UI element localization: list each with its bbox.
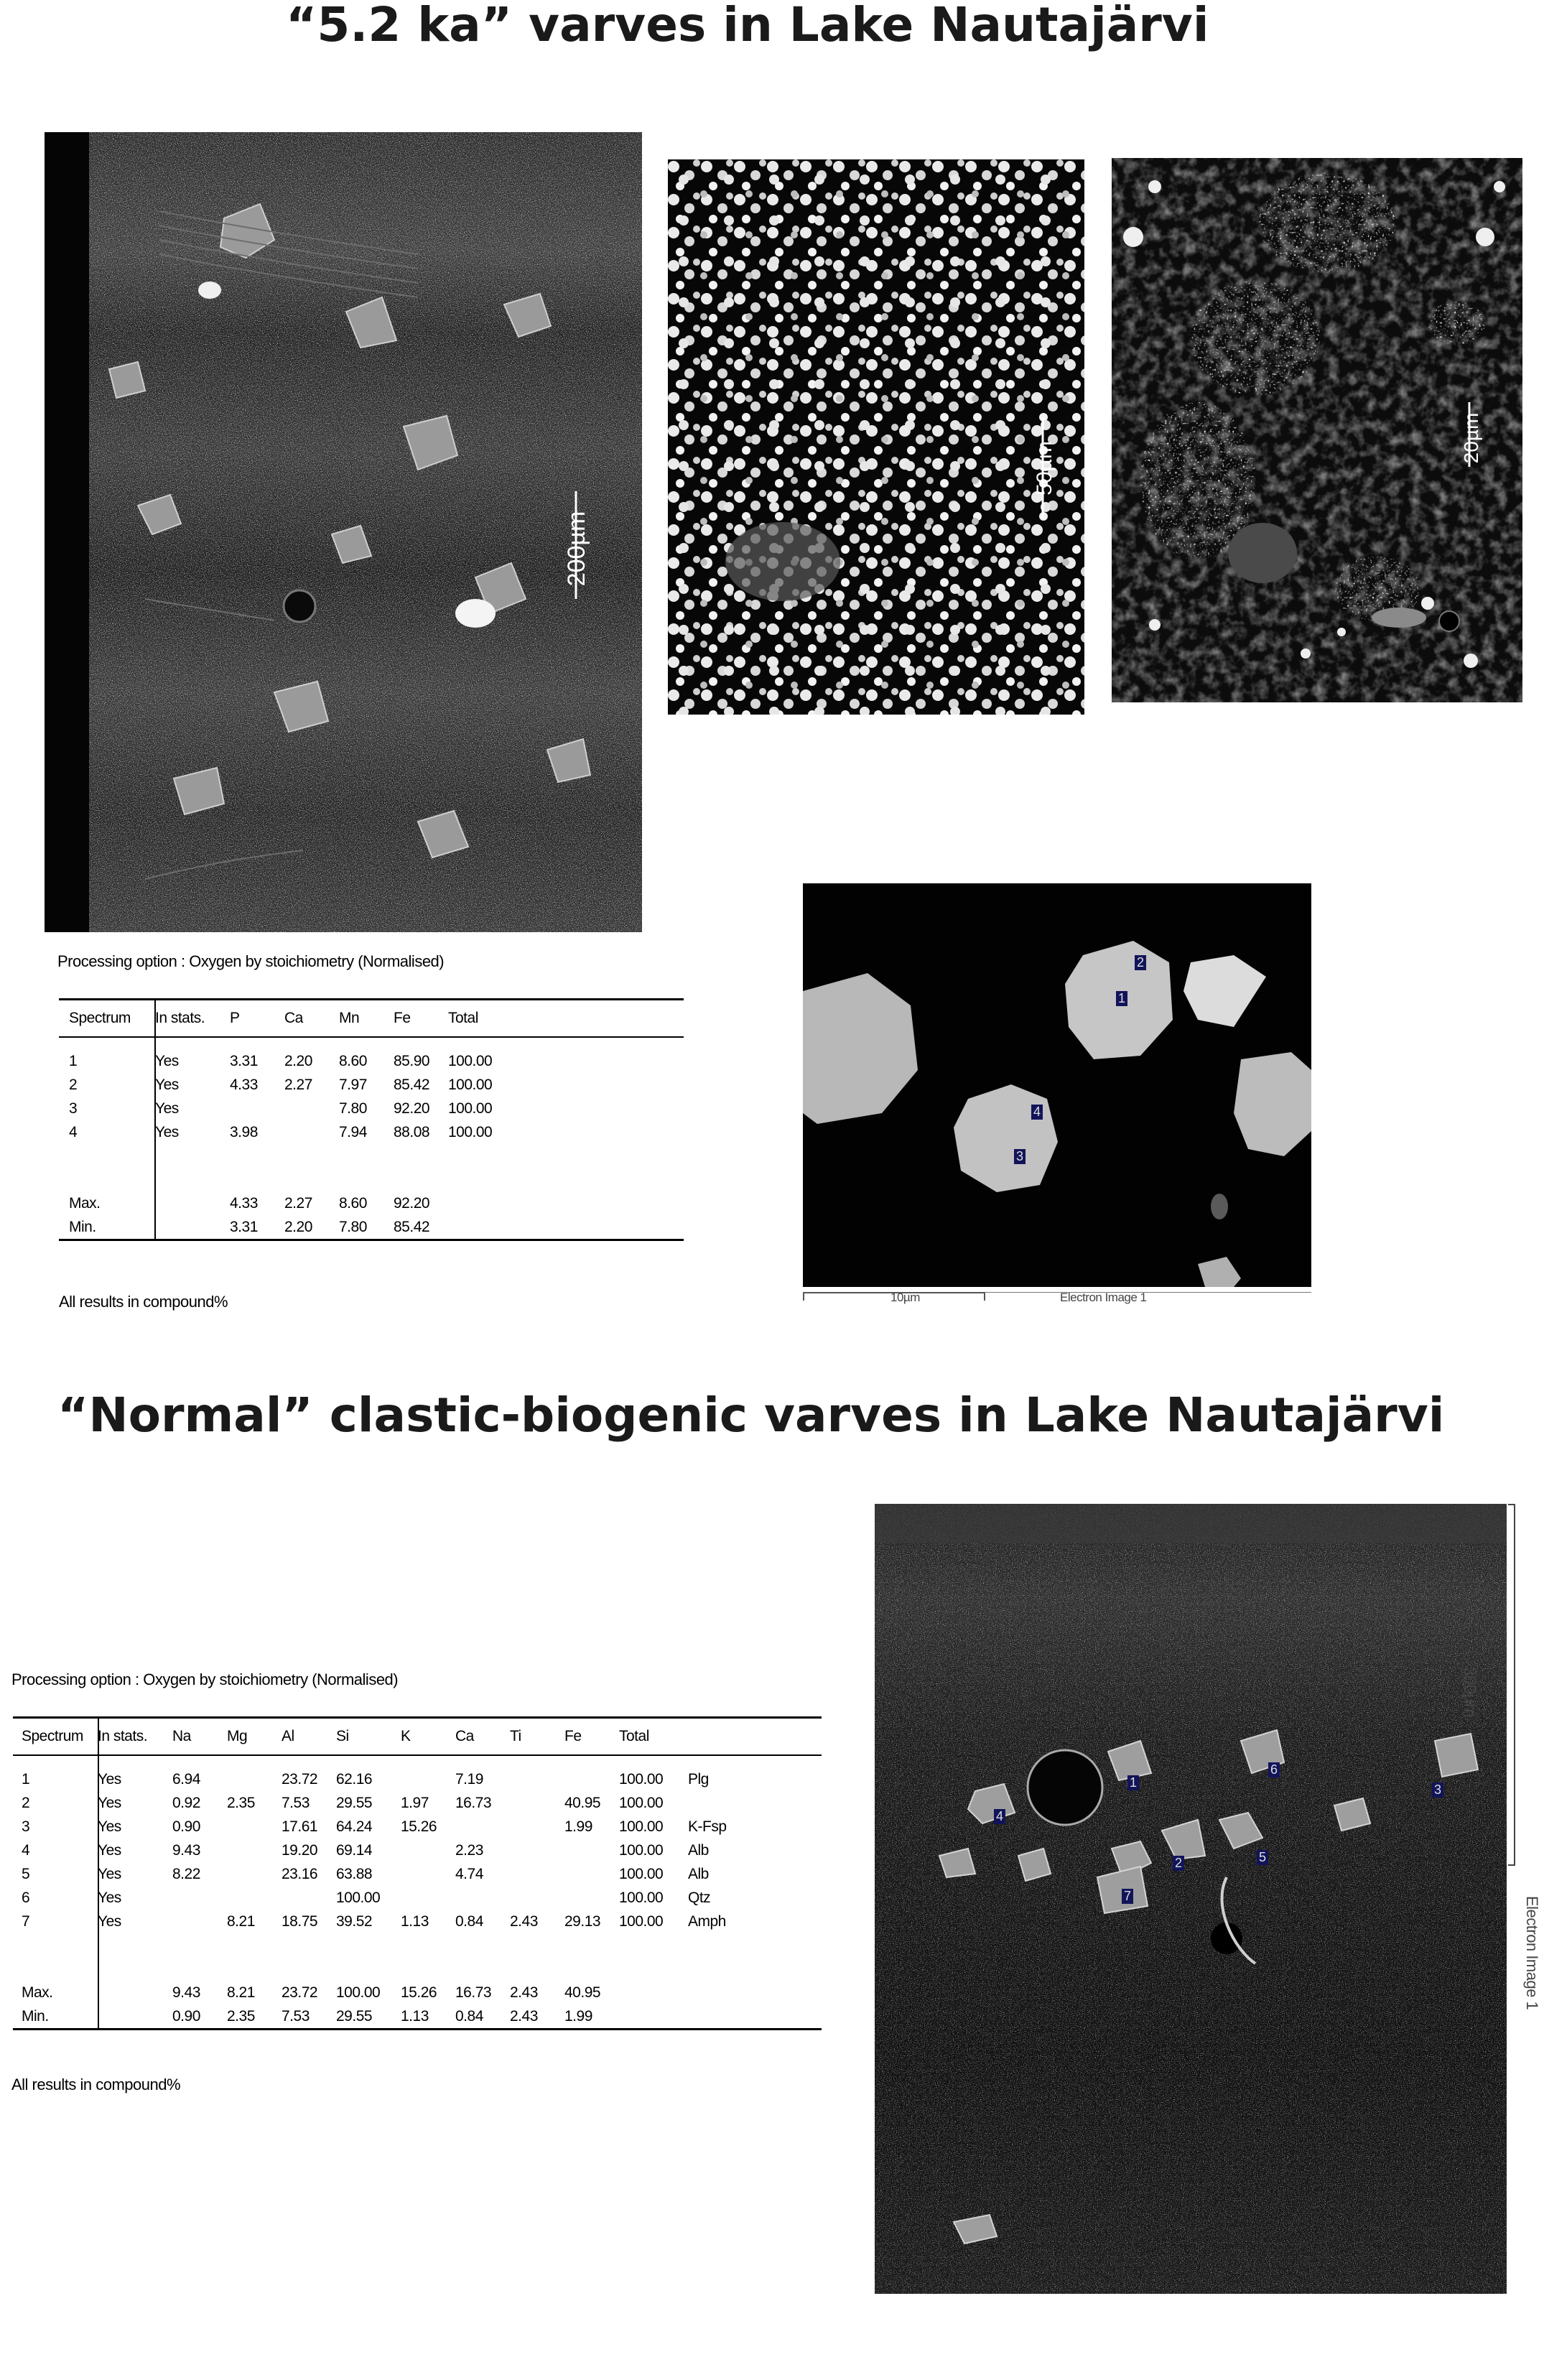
- table-row: 3 Yes 7.80 92.20 100.00: [69, 1100, 493, 1117]
- bottom-scale-label: 300µm: [1460, 1666, 1479, 1718]
- table-row: 1 Yes 6.94 23.72 62.16 7.19 100.00 Plg: [22, 1770, 709, 1788]
- table1-col-total: Total: [448, 999, 684, 1038]
- bottom-section-title: “Normal” clastic-biogenic varves in Lake…: [57, 1387, 1445, 1443]
- eds-spot-1: 1: [1116, 991, 1127, 1006]
- table-row: 2 Yes 4.33 2.27 7.97 85.42 100.00: [69, 1076, 493, 1093]
- top-section-title: “5.2 ka” varves in Lake Nautajärvi: [286, 0, 1209, 52]
- sem-image-framboids: 50µm: [668, 159, 1084, 715]
- table2-col-spectrum: Spectrum: [13, 1717, 98, 1756]
- table1-divider: [154, 999, 156, 1239]
- table1-processing-option: Processing option : Oxygen by stoichiome…: [57, 952, 445, 970]
- table1-eds-results: Spectrum In stats. P Ca Mn Fe Total 1 Ye…: [59, 998, 684, 1241]
- table-row: 4 Yes 9.43 19.20 69.14 2.23 100.00 Alb: [22, 1841, 709, 1859]
- eds-spot-bottom-1: 1: [1127, 1775, 1139, 1790]
- table1-col-spectrum: Spectrum: [59, 999, 155, 1038]
- table2-col-instats: In stats.: [98, 1717, 172, 1756]
- table-row: 2 Yes 0.92 2.35 7.53 29.55 1.97 16.73 40…: [22, 1794, 664, 1811]
- eds-spot-4: 4: [1031, 1105, 1043, 1120]
- eds-spot-2: 2: [1135, 955, 1146, 970]
- table1-note: All results in compound%: [59, 1293, 228, 1311]
- table-row: 6 Yes 100.00 100.00 Qtz: [22, 1889, 711, 1906]
- table2-header-row: Spectrum In stats. Na Mg Al Si K Ca Ti F…: [13, 1717, 822, 1756]
- table2-eds-results: Spectrum In stats. Na Mg Al Si K Ca Ti F…: [13, 1716, 822, 2030]
- table2-col-al: Al: [282, 1717, 336, 1756]
- table1-min-row: Min. 3.31 2.20 7.80 85.42: [69, 1218, 430, 1235]
- eds-spot-bottom-7: 7: [1122, 1889, 1133, 1904]
- sem-image-varve-section: 200µm: [45, 132, 642, 932]
- table-row: 7 Yes 8.21 18.75 39.52 1.13 0.84 2.43 29…: [22, 1912, 726, 1930]
- table2-col-ti: Ti: [510, 1717, 564, 1756]
- sem-image-clastic-varve: 1 2 3 4 5 6 7: [875, 1504, 1507, 2294]
- scale-label-20um: 20µm: [1460, 413, 1482, 464]
- sem-image-eds-spots: 1 2 3 4: [803, 883, 1311, 1287]
- bottom-scale-bar: [1508, 1504, 1515, 1866]
- bottom-image-caption: Electron Image 1: [1523, 1896, 1541, 2010]
- table2-max-row: Max. 9.43 8.21 23.72 100.00 15.26 16.73 …: [22, 1984, 601, 2001]
- eds-spot-3: 3: [1014, 1149, 1026, 1164]
- table2-col-si: Si: [336, 1717, 401, 1756]
- scale-label-200um: 200µm: [563, 511, 590, 587]
- table2-col-fe: Fe: [564, 1717, 619, 1756]
- table2-col-k: K: [401, 1717, 455, 1756]
- eds-spot-bottom-4: 4: [994, 1809, 1005, 1824]
- table1-col-instats: In stats.: [155, 999, 230, 1038]
- table-row: 1 Yes 3.31 2.20 8.60 85.90 100.00: [69, 1052, 493, 1069]
- table2-col-total: Total: [619, 1717, 688, 1756]
- table2-processing-option: Processing option : Oxygen by stoichiome…: [11, 1670, 399, 1688]
- detail-scale-bar: [803, 1292, 1311, 1307]
- table2-col-na: Na: [172, 1717, 227, 1756]
- detail-scale-label: 10µm: [890, 1291, 920, 1304]
- table1-col-p: P: [230, 999, 284, 1038]
- table2-col-mineral: [688, 1717, 822, 1756]
- table2-note: All results in compound%: [11, 2075, 181, 2093]
- eds-spot-bottom-2: 2: [1173, 1856, 1184, 1871]
- detail-image-caption: Electron Image 1: [1060, 1291, 1147, 1304]
- table2-col-ca: Ca: [455, 1717, 510, 1756]
- eds-spot-bottom-3: 3: [1432, 1782, 1443, 1798]
- table-row: 3 Yes 0.90 17.61 64.24 15.26 1.99 100.00…: [22, 1818, 727, 1835]
- table2-divider: [98, 1717, 99, 2029]
- table1-col-ca: Ca: [284, 999, 339, 1038]
- eds-spot-bottom-5: 5: [1257, 1850, 1268, 1865]
- table1-max-row: Max. 4.33 2.27 8.60 92.20: [69, 1194, 430, 1212]
- table2-col-mg: Mg: [227, 1717, 282, 1756]
- table1-header-row: Spectrum In stats. P Ca Mn Fe Total: [59, 999, 684, 1038]
- table-row: 4 Yes 3.98 7.94 88.08 100.00: [69, 1123, 493, 1140]
- scale-label-50um: 50µm: [1033, 441, 1056, 496]
- eds-spot-bottom-6: 6: [1268, 1762, 1280, 1777]
- detail-scale-bar-line: [803, 1292, 985, 1301]
- table1-col-mn: Mn: [339, 999, 394, 1038]
- table-row: 5 Yes 8.22 23.16 63.88 4.74 100.00 Alb: [22, 1865, 709, 1882]
- table2-min-row: Min. 0.90 2.35 7.53 29.55 1.13 0.84 2.43…: [22, 2007, 592, 2025]
- table1-col-fe: Fe: [394, 999, 448, 1038]
- sem-image-aggregates: 20µm: [1112, 158, 1522, 702]
